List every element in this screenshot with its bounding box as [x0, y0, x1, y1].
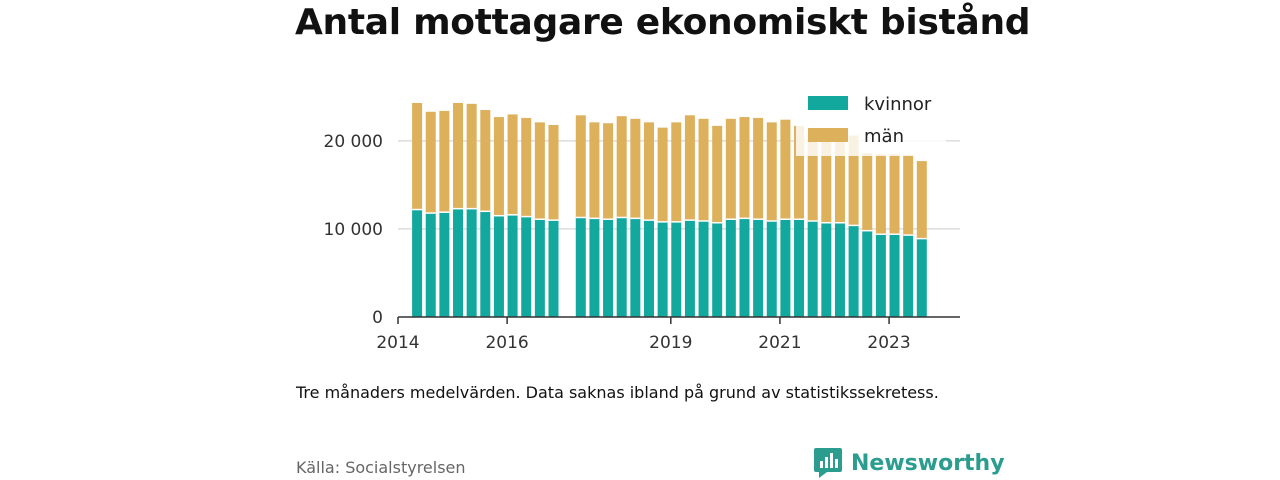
brand-logo[interactable]: Newsworthy — [813, 446, 1005, 480]
bar-kvinnor — [548, 220, 559, 317]
bar-kvinnor — [739, 218, 750, 317]
bar-kvinnor — [766, 220, 777, 317]
bar-man — [916, 161, 927, 239]
bar-kvinnor — [848, 225, 859, 317]
bar-man — [671, 122, 682, 222]
bar-man — [739, 117, 750, 219]
bar-man — [875, 154, 886, 235]
bar-man — [794, 125, 805, 220]
bar-man — [439, 110, 450, 213]
bar-man — [753, 117, 764, 220]
bar-man — [412, 102, 423, 210]
bar-kvinnor — [657, 221, 668, 317]
bar-kvinnor — [780, 219, 791, 317]
bar-man — [534, 122, 545, 220]
legend-label: kvinnor — [864, 94, 932, 115]
bar-kvinnor — [466, 208, 477, 317]
bar-kvinnor — [439, 212, 450, 317]
bar-kvinnor — [534, 219, 545, 317]
bar-kvinnor — [493, 215, 504, 317]
bar-man — [889, 154, 900, 235]
bar-man — [834, 135, 845, 223]
brand-name: Newsworthy — [851, 450, 1005, 476]
bar-man — [712, 125, 723, 223]
bar-kvinnor — [698, 220, 709, 317]
bar-kvinnor — [480, 211, 491, 317]
bar-man — [425, 111, 436, 214]
bar-kvinnor — [425, 213, 436, 317]
bar-man — [507, 114, 518, 215]
bar-man — [603, 123, 614, 220]
chart-title: Antal mottagare ekonomiskt bistånd — [295, 2, 1031, 43]
bar-man — [521, 117, 532, 217]
bar-kvinnor — [821, 222, 832, 317]
bar-kvinnor — [725, 219, 736, 317]
x-tick-label: 2019 — [649, 333, 692, 353]
bar-man — [684, 115, 695, 221]
bar-kvinnor — [684, 220, 695, 317]
bar-man — [848, 135, 859, 226]
bar-man — [725, 118, 736, 220]
bar-kvinnor — [862, 230, 873, 317]
bar-man — [821, 134, 832, 223]
bar-man — [589, 122, 600, 219]
x-tick-label: 2021 — [758, 333, 801, 353]
legend-label: män — [864, 126, 904, 147]
bar-kvinnor — [903, 235, 914, 317]
bar-kvinnor — [875, 234, 886, 317]
bar-kvinnor — [616, 217, 627, 317]
bar-kvinnor — [834, 222, 845, 317]
bar-kvinnor — [712, 222, 723, 317]
bar-kvinnor — [671, 221, 682, 317]
x-axis: 2014 2016 2019 2021 2023 — [376, 316, 960, 353]
y-tick-label: 0 — [372, 308, 383, 328]
bar-kvinnor — [453, 208, 464, 317]
stacked-bar-chart: 0 10 000 20 000 2014 2016 2019 2021 2023 kvinn… — [323, 88, 960, 353]
bar-man — [453, 102, 464, 209]
bar-kvinnor — [916, 238, 927, 317]
newsworthy-logo-icon — [814, 448, 842, 478]
bar-man — [616, 116, 627, 218]
chart-note: Tre månaders medelvärden. Data saknas ib… — [296, 383, 939, 402]
bar-kvinnor — [575, 217, 586, 317]
y-tick-label: 20 000 — [324, 132, 383, 152]
bar-man — [466, 103, 477, 209]
legend-swatch — [808, 128, 848, 142]
bar-kvinnor — [807, 220, 818, 317]
bar-man — [780, 119, 791, 220]
bar-kvinnor — [412, 209, 423, 317]
bar-kvinnor — [507, 214, 518, 317]
y-axis: 0 10 000 20 000 — [324, 132, 383, 328]
source-text: Källa: Socialstyrelsen — [296, 458, 466, 477]
x-tick-label: 2023 — [867, 333, 910, 353]
legend: kvinnor män — [796, 88, 946, 156]
bar-man — [493, 117, 504, 216]
bar-kvinnor — [630, 218, 641, 317]
bar-man — [807, 132, 818, 221]
bar-kvinnor — [603, 219, 614, 317]
bar-kvinnor — [589, 218, 600, 317]
bar-kvinnor — [521, 216, 532, 317]
bar-man — [575, 115, 586, 218]
bar-man — [630, 118, 641, 219]
x-tick-label: 2016 — [485, 333, 528, 353]
bar-man — [548, 124, 559, 221]
bar-man — [657, 127, 668, 222]
bar-man — [903, 154, 914, 236]
bar-kvinnor — [889, 234, 900, 317]
bar-man — [766, 122, 777, 221]
bar-kvinnor — [643, 220, 654, 317]
x-tick-label: 2014 — [376, 333, 419, 353]
bar-kvinnor — [794, 219, 805, 317]
legend-swatch — [808, 96, 848, 110]
bar-man — [862, 153, 873, 231]
bar-man — [643, 122, 654, 221]
bar-kvinnor — [753, 219, 764, 317]
bar-man — [480, 110, 491, 212]
bars — [412, 102, 927, 317]
y-tick-label: 10 000 — [324, 220, 383, 240]
bar-man — [698, 118, 709, 221]
